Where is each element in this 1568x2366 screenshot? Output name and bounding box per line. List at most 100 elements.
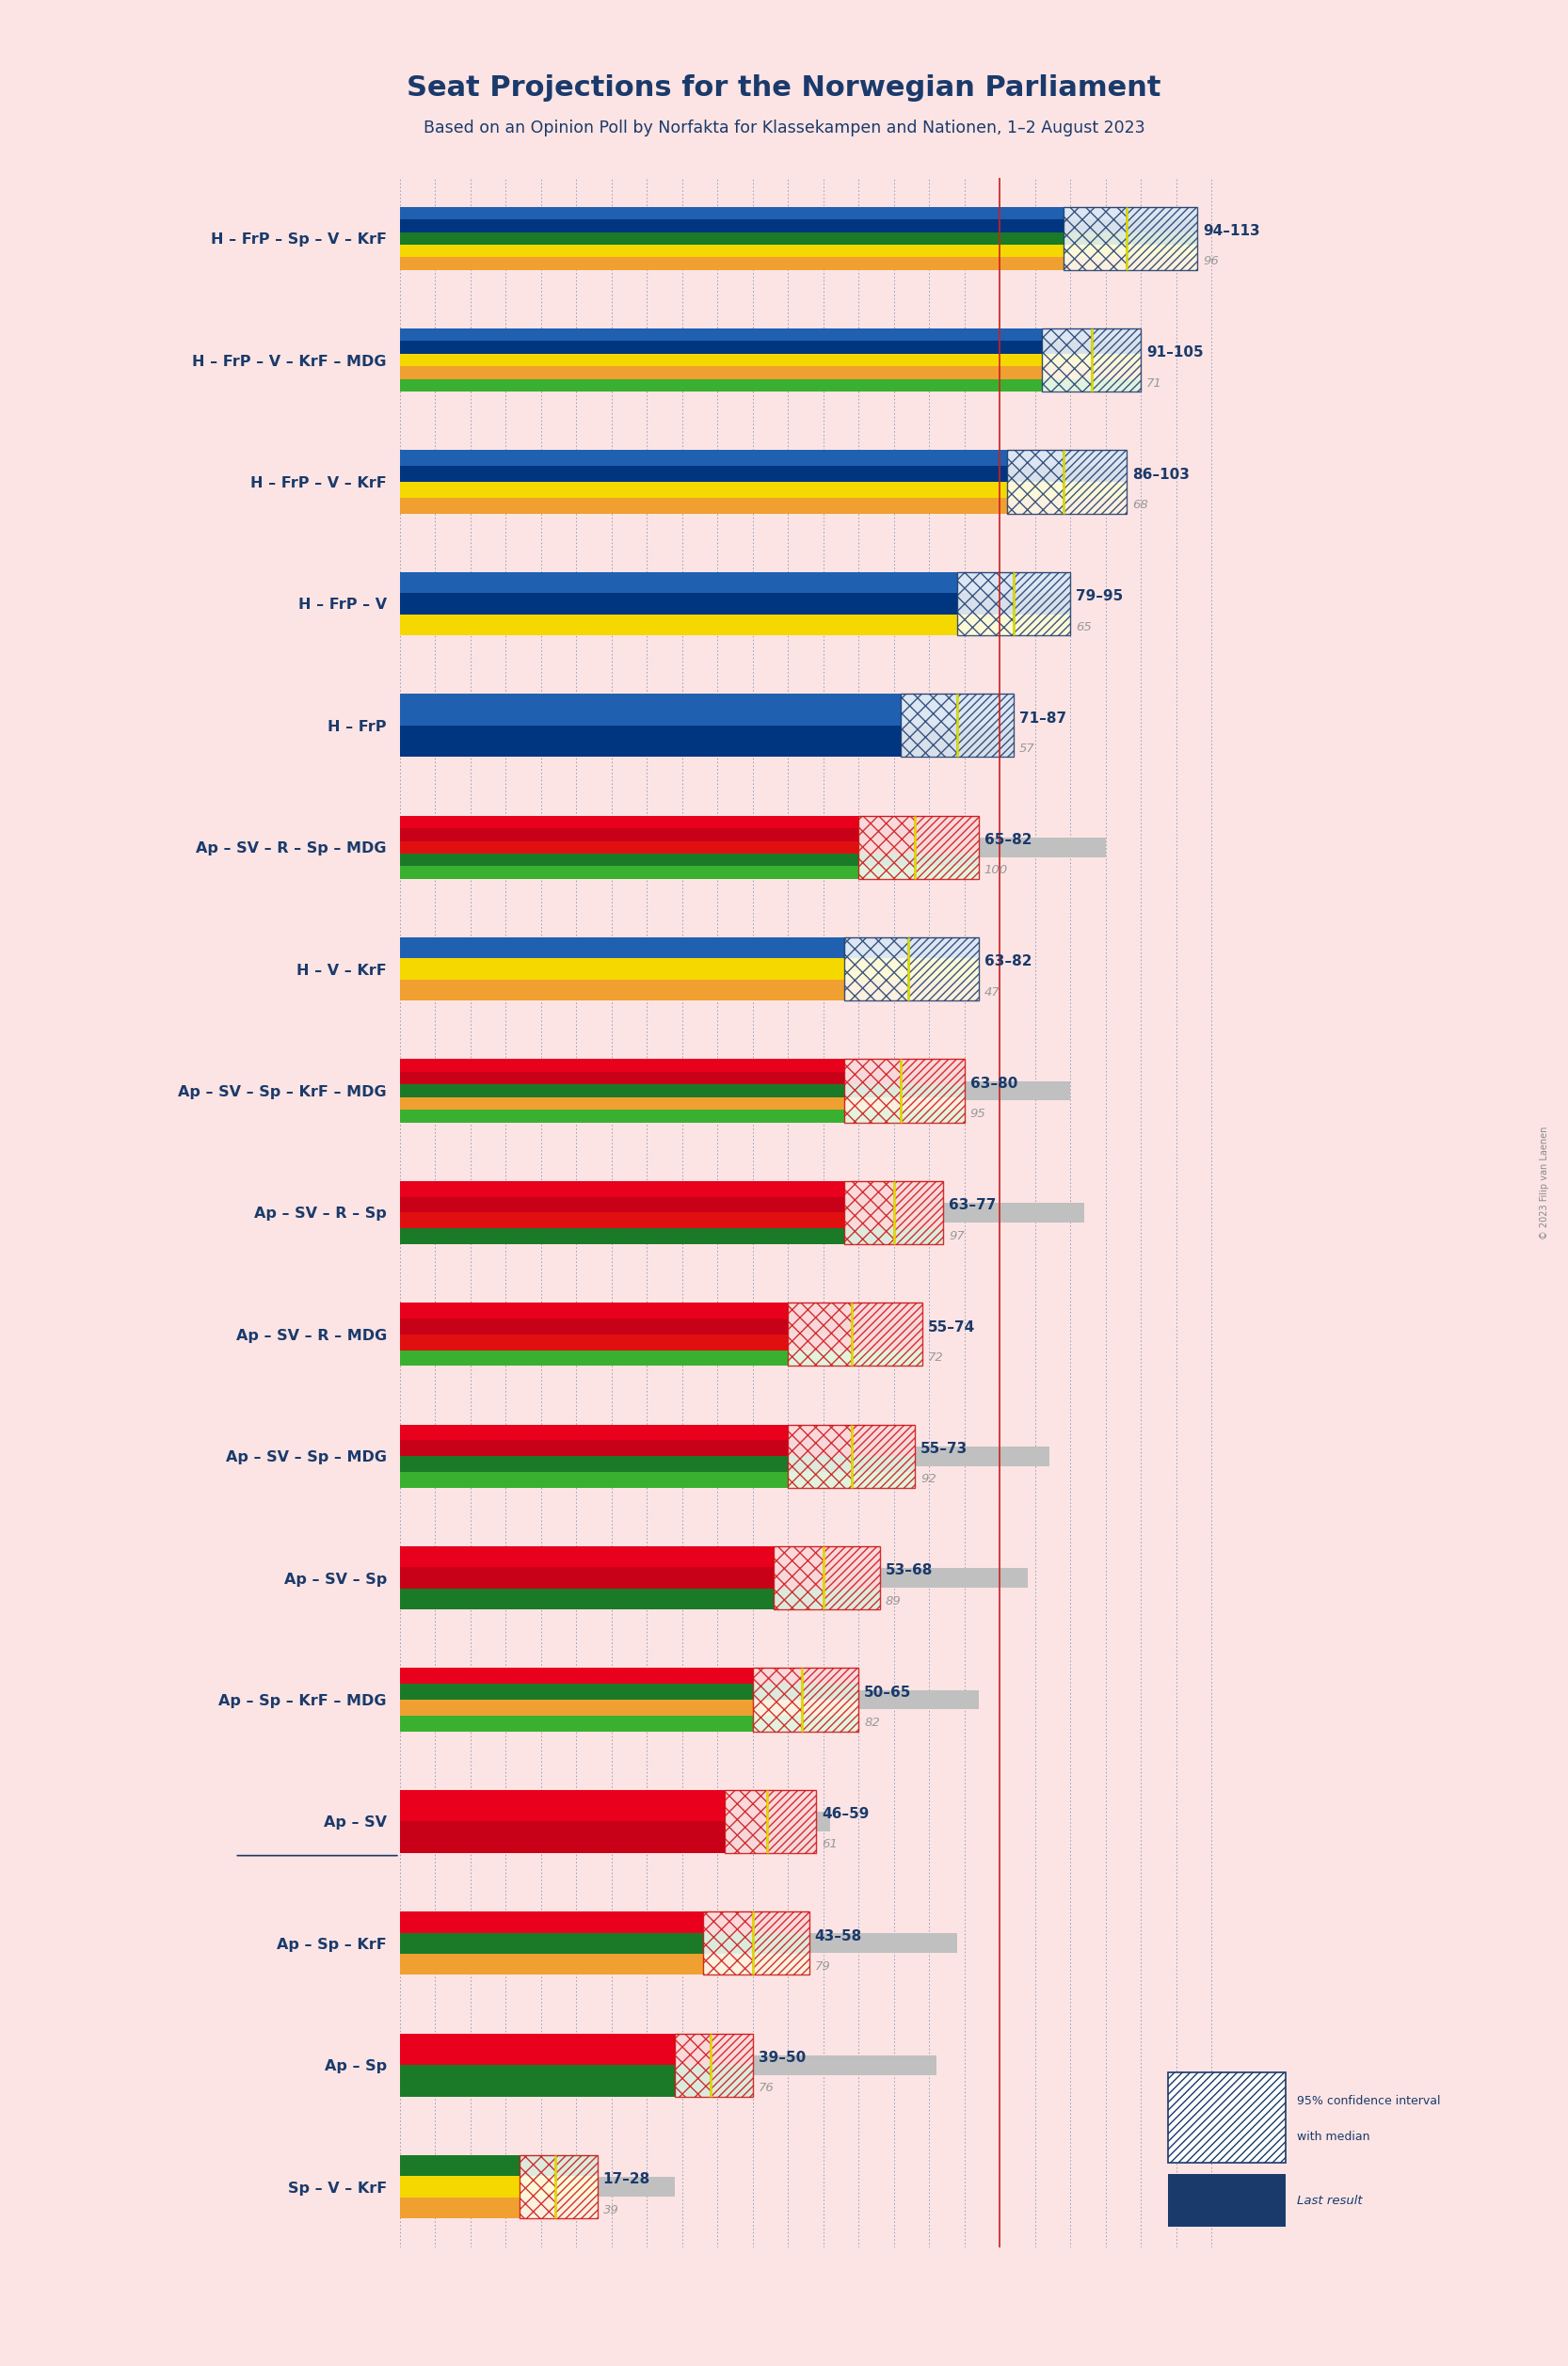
Bar (894, 1197, 944, 1211)
Bar (400, 1812, 831, 1831)
Bar (400, 615, 1069, 636)
Bar (823, 1547, 880, 1609)
Text: 95% confidence interval: 95% confidence interval (1297, 2094, 1441, 2108)
Bar (400, 1912, 809, 1933)
Bar (908, 980, 978, 1001)
Bar (555, 2198, 597, 2219)
Text: 71–87: 71–87 (1019, 712, 1066, 726)
Bar (844, 980, 908, 1001)
Bar (789, 1318, 851, 1334)
Bar (859, 816, 916, 878)
Bar (767, 1789, 817, 1853)
Bar (753, 1933, 809, 1954)
Bar (894, 1211, 944, 1228)
Bar (400, 497, 1126, 513)
Bar (400, 1351, 922, 1365)
Bar (702, 1933, 753, 1954)
Bar (775, 1547, 823, 1566)
Bar (851, 1304, 922, 1318)
Text: 46–59: 46–59 (822, 1808, 869, 1822)
Bar (844, 937, 908, 958)
Bar (400, 2032, 753, 2066)
Bar (400, 1933, 956, 1952)
Bar (844, 1181, 894, 1245)
Text: 94–113: 94–113 (1203, 225, 1259, 239)
Bar (1014, 573, 1071, 594)
Bar (400, 230, 1077, 248)
Text: 63–80: 63–80 (971, 1077, 1018, 1091)
Bar (519, 2177, 555, 2198)
Bar (400, 715, 803, 736)
Bar (1091, 355, 1142, 367)
Bar (844, 1060, 900, 1121)
Bar (844, 958, 908, 980)
Bar (775, 1547, 823, 1609)
Bar (400, 1081, 1069, 1100)
Bar (902, 726, 956, 757)
Bar (1014, 615, 1071, 636)
Bar (851, 1318, 922, 1334)
Bar (753, 1912, 809, 1933)
Bar (1007, 450, 1063, 513)
Text: 17–28: 17–28 (604, 2172, 651, 2186)
Bar (400, 958, 731, 980)
Bar (1063, 220, 1126, 232)
Bar (710, 2032, 753, 2096)
Bar (803, 1715, 859, 1732)
Bar (400, 329, 1142, 341)
Bar (956, 726, 1014, 757)
Bar (400, 726, 1014, 757)
Bar (519, 2155, 555, 2219)
Bar (400, 1228, 944, 1245)
Bar (400, 838, 1105, 856)
Bar (1126, 206, 1198, 220)
Text: 82: 82 (864, 1718, 880, 1730)
Bar (400, 1933, 809, 1954)
Bar (400, 1181, 944, 1197)
Text: 100: 100 (985, 864, 1008, 875)
Bar (789, 1472, 851, 1488)
Bar (519, 2198, 555, 2219)
Text: 55–73: 55–73 (920, 1441, 967, 1455)
Bar (1007, 497, 1063, 513)
Bar (775, 1588, 823, 1609)
Text: 47: 47 (985, 987, 1000, 998)
Bar (1126, 244, 1198, 258)
Bar (956, 615, 1014, 636)
Bar (844, 1110, 900, 1121)
Bar (400, 1789, 815, 1822)
Bar (400, 450, 1126, 466)
Bar (908, 937, 978, 1001)
Bar (1043, 367, 1091, 379)
Bar (859, 816, 916, 828)
Bar (1091, 329, 1142, 393)
Bar (400, 466, 1126, 483)
Text: 63–82: 63–82 (985, 953, 1032, 968)
Bar (844, 1098, 900, 1110)
Text: 50–65: 50–65 (864, 1685, 911, 1699)
Bar (702, 1954, 753, 1976)
Bar (400, 1668, 859, 1685)
Bar (902, 1098, 964, 1110)
Bar (956, 594, 1014, 615)
Text: 71: 71 (1146, 376, 1162, 390)
Bar (400, 594, 1069, 615)
Bar (894, 1181, 944, 1197)
Bar (555, 2155, 597, 2177)
Bar (400, 220, 1198, 232)
Bar (803, 1668, 859, 1732)
Bar (724, 1789, 767, 1853)
Bar (400, 1685, 859, 1699)
Text: © 2023 Filip van Laenen: © 2023 Filip van Laenen (1540, 1126, 1549, 1240)
Bar (902, 1072, 964, 1084)
Bar (851, 1441, 916, 1455)
Bar (400, 1954, 809, 1976)
Bar (956, 573, 1014, 636)
Bar (1091, 367, 1142, 379)
Text: 95: 95 (971, 1107, 986, 1119)
Bar (674, 2032, 710, 2066)
Bar (400, 1547, 880, 1566)
Bar (851, 1455, 916, 1472)
Bar (767, 1789, 817, 1822)
Text: 79–95: 79–95 (1076, 589, 1123, 603)
